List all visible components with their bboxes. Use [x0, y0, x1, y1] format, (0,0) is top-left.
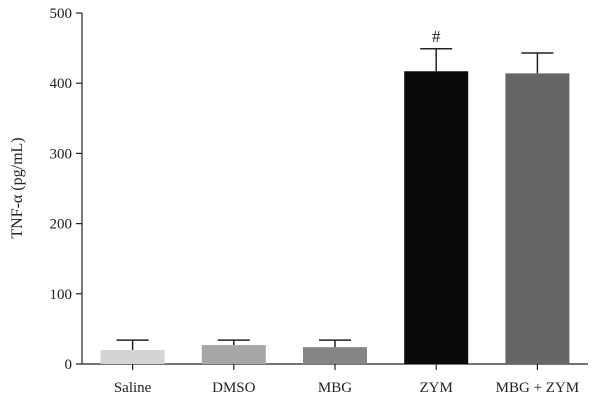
- y-tick-label-200: 200: [50, 217, 73, 233]
- bar-1: [201, 345, 266, 364]
- y-tick-label-300: 300: [50, 146, 73, 162]
- x-tick-label-0: Saline: [114, 380, 152, 396]
- annotation-0: #: [432, 27, 441, 46]
- bar-0: [100, 349, 165, 364]
- plot-area: 0 100 200 300 400 500 Saline DMSO MBG ZYM # MBG + Z…: [50, 6, 588, 396]
- bar-4: [505, 73, 570, 364]
- x-tick-label-2: MBG: [318, 380, 352, 396]
- y-axis-title: TNF-α (pg/mL): [9, 137, 26, 238]
- bar-2: [303, 347, 367, 364]
- x-tick-label-4: MBG + ZYM: [496, 380, 579, 396]
- y-tick-label-0: 0: [65, 357, 73, 373]
- bar-3: [404, 71, 469, 365]
- y-tick-label-400: 400: [50, 76, 73, 92]
- y-tick-label-500: 500: [50, 6, 73, 22]
- x-tick-label-1: DMSO: [212, 380, 256, 396]
- y-tick-label-100: 100: [50, 287, 73, 303]
- x-tick-label-3: ZYM: [420, 380, 453, 396]
